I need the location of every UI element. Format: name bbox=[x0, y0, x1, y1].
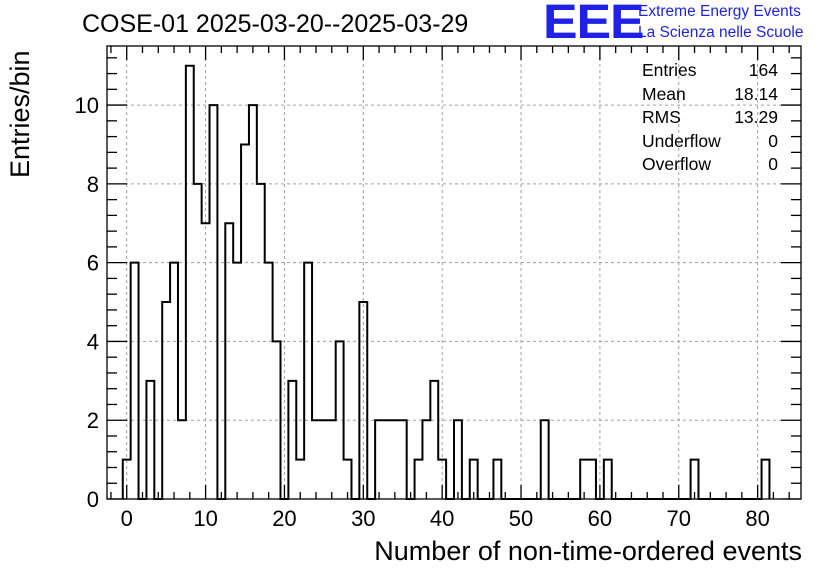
x-tick-label: 60 bbox=[588, 506, 612, 531]
histogram-bin bbox=[399, 420, 407, 499]
x-tick-label: 0 bbox=[121, 506, 133, 531]
y-axis-label: Entries/bin bbox=[5, 50, 35, 178]
y-tick-label: 8 bbox=[87, 172, 99, 197]
y-tick-label: 2 bbox=[87, 408, 99, 433]
histogram-bin bbox=[320, 420, 328, 499]
histogram-bin bbox=[422, 420, 430, 499]
stats-label: Mean bbox=[642, 83, 686, 104]
histogram-bin bbox=[541, 420, 549, 499]
histogram-bin bbox=[604, 460, 612, 499]
histogram-bin bbox=[131, 263, 139, 499]
stats-row-mean: Mean 18.14 bbox=[642, 83, 778, 107]
histogram-bin bbox=[328, 420, 336, 499]
histogram-bin bbox=[265, 263, 273, 499]
histogram-bin bbox=[359, 302, 367, 499]
stats-value: 164 bbox=[748, 60, 778, 80]
stats-value: 0 bbox=[768, 154, 778, 175]
eee-logo: EEE bbox=[543, 0, 645, 49]
histogram-bin bbox=[249, 105, 257, 499]
plot-frame bbox=[106, 45, 802, 500]
x-tick-label: 20 bbox=[272, 506, 296, 531]
stats-value: 18.14 bbox=[734, 83, 778, 104]
x-tick-label: 80 bbox=[745, 506, 769, 531]
stats-row-rms: RMS 13.29 bbox=[642, 106, 778, 130]
histogram-bin bbox=[257, 184, 265, 499]
chart-title: COSE-01 2025-03-20--2025-03-29 bbox=[82, 10, 469, 38]
x-tick-label: 30 bbox=[351, 506, 375, 531]
histogram-bin bbox=[304, 263, 312, 499]
stats-row-overflow: Overflow 0 bbox=[642, 153, 778, 177]
stats-row-underflow: Underflow 0 bbox=[642, 130, 778, 154]
histogram-bin bbox=[194, 184, 202, 499]
histogram-bin bbox=[391, 420, 399, 499]
histogram-bin bbox=[178, 420, 186, 499]
histogram-bin bbox=[210, 105, 218, 499]
histogram-bin bbox=[336, 341, 344, 499]
axis-ticks bbox=[107, 46, 801, 500]
histogram-bin bbox=[375, 420, 383, 499]
stats-value: 0 bbox=[768, 130, 778, 151]
histogram-bin bbox=[430, 381, 438, 499]
y-tick-label: 0 bbox=[87, 487, 99, 512]
x-tick-label: 50 bbox=[509, 506, 533, 531]
x-tick-label: 10 bbox=[193, 506, 217, 531]
x-tick-label: 40 bbox=[430, 506, 454, 531]
histogram-bin bbox=[493, 460, 501, 499]
histogram-bin bbox=[170, 263, 178, 499]
histogram-bin bbox=[312, 420, 320, 499]
y-tick-label: 6 bbox=[87, 251, 99, 276]
stats-box: Entries 164 Mean 18.14 RMS 13.29 Underfl… bbox=[642, 59, 778, 177]
histogram-bin bbox=[225, 223, 233, 499]
histogram-bin bbox=[454, 420, 462, 499]
histogram-bin bbox=[383, 420, 391, 499]
histogram-bin bbox=[241, 144, 249, 499]
stats-value: 13.29 bbox=[734, 107, 778, 128]
histogram-bin bbox=[762, 460, 770, 499]
stats-label: RMS bbox=[642, 107, 681, 128]
y-tick-label: 4 bbox=[87, 329, 99, 354]
histogram-bin bbox=[146, 381, 154, 499]
org-name-line1: Extreme Energy Events bbox=[638, 3, 801, 20]
stats-row-entries: Entries 164 bbox=[642, 59, 778, 83]
org-name-line2: La Scienza nelle Scuole bbox=[638, 24, 804, 41]
axis-tick-labels: 0 10 20 30 40 50 60 70 80 0 2 4 6 8 10 bbox=[75, 93, 770, 531]
stats-label: Entries bbox=[642, 60, 697, 80]
histogram-bin bbox=[288, 381, 296, 499]
histogram-bin bbox=[233, 263, 241, 499]
stats-label: Underflow bbox=[642, 130, 721, 151]
histogram-bin bbox=[186, 66, 194, 499]
histogram-bin bbox=[202, 223, 210, 499]
histogram-bin bbox=[162, 302, 170, 499]
x-axis-label: Number of non-time-ordered events bbox=[374, 536, 802, 566]
histogram-bin bbox=[273, 341, 281, 499]
x-tick-label: 70 bbox=[667, 506, 691, 531]
y-tick-label: 10 bbox=[75, 93, 99, 118]
histogram-bin bbox=[415, 460, 423, 499]
stats-label: Overflow bbox=[642, 154, 712, 175]
histogram-bin bbox=[588, 460, 596, 499]
